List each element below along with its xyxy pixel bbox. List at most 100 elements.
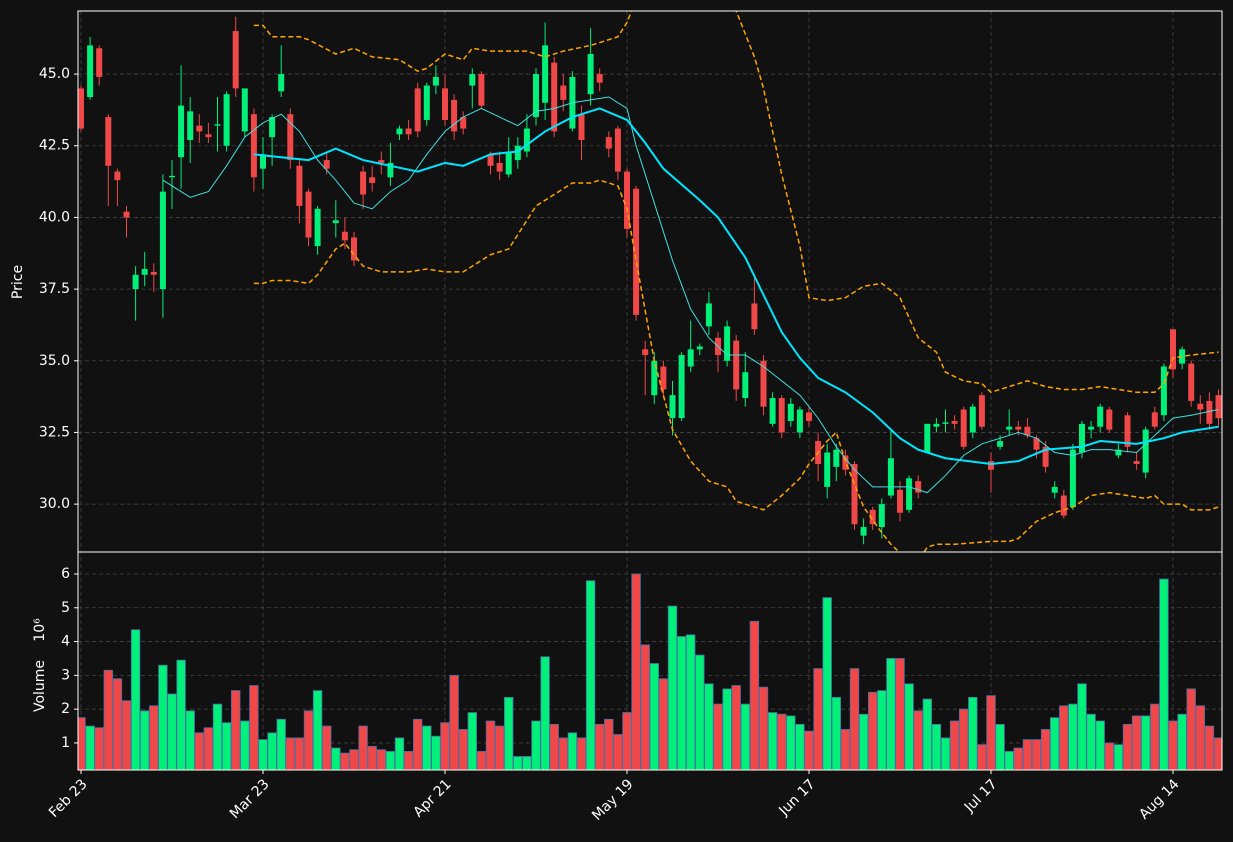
volume-bar — [749, 620, 760, 770]
volume-bar — [312, 690, 323, 770]
volume-bar — [931, 723, 942, 770]
candle-body — [951, 420, 958, 424]
candle-body — [523, 128, 530, 152]
volume-bar — [676, 636, 687, 770]
volume-bar — [303, 710, 314, 770]
volume-bar — [722, 688, 732, 770]
y2-axis-label: Volume — [32, 660, 48, 712]
candle-body — [796, 409, 803, 433]
candle-body — [605, 137, 612, 149]
candle-body — [178, 105, 185, 158]
volume-bar — [777, 713, 787, 770]
volume-bar — [649, 663, 660, 770]
volume-bar — [576, 737, 587, 770]
candle-body — [460, 117, 467, 129]
indicator-lines — [162, 11, 1219, 552]
volume-bar — [1022, 739, 1033, 770]
candle-body — [323, 160, 330, 169]
y-axis-label: Price — [10, 265, 26, 299]
candle-body — [141, 269, 148, 275]
volume-bar — [858, 713, 869, 770]
volume-bar — [786, 715, 796, 770]
y-tick-label: 40.0 — [39, 209, 70, 225]
volume-bar — [758, 686, 769, 770]
y-tick-label: 35.0 — [39, 353, 70, 369]
volume-bar — [949, 720, 960, 770]
volume-bar — [585, 580, 596, 770]
volume-bar — [1159, 578, 1169, 770]
candle-body — [1006, 426, 1013, 430]
candle-body — [487, 154, 494, 166]
volume-bar — [376, 749, 387, 770]
volume-bar — [422, 725, 432, 770]
volume-bar — [130, 629, 141, 770]
candle-body — [924, 423, 931, 453]
candle-body — [642, 349, 649, 356]
candle-body — [678, 355, 685, 419]
candle-body — [988, 461, 994, 470]
candle-body — [878, 504, 885, 528]
candle-body — [842, 455, 849, 470]
y2-tick-label: 4 — [61, 634, 70, 650]
volume-bar — [340, 752, 350, 770]
candle-body — [78, 88, 84, 129]
candle-body — [1170, 329, 1176, 370]
candle-body — [123, 211, 130, 218]
candle-body — [278, 74, 285, 92]
candle-body — [478, 74, 485, 106]
candle-body — [660, 366, 667, 390]
volume-bar — [1186, 688, 1196, 770]
volume-bar — [804, 730, 814, 770]
grid — [74, 11, 1222, 774]
volume-bar — [258, 739, 268, 770]
volume-bar — [686, 634, 696, 770]
volume-bar — [1059, 705, 1069, 770]
volume-bar — [149, 705, 159, 770]
candle-body — [633, 188, 640, 315]
candle-body — [696, 346, 703, 350]
y-tick-label: 30.0 — [39, 496, 70, 512]
volume-bar — [1095, 720, 1105, 770]
volume-bar — [849, 668, 860, 770]
candle-body — [551, 62, 558, 132]
y2-tick-label: 3 — [61, 667, 70, 683]
candle-body — [769, 398, 776, 424]
volume-bar — [485, 720, 496, 770]
y2-tick-label: 5 — [61, 600, 70, 616]
volume-bar — [431, 735, 441, 770]
y2-tick-label: 2 — [61, 701, 70, 717]
volume-bar — [185, 710, 195, 770]
candle-body — [1015, 426, 1022, 430]
candle-body — [933, 423, 940, 427]
volume-bar — [385, 751, 396, 770]
volume-bar — [440, 722, 450, 770]
candle-body — [1033, 438, 1040, 450]
volume-bar — [1204, 725, 1215, 770]
volume-bar — [503, 696, 514, 770]
volume-bar — [1150, 703, 1160, 770]
candle-body — [187, 111, 194, 141]
volume-bar — [522, 756, 532, 770]
candle-body — [1051, 486, 1058, 493]
volume-bar — [640, 644, 650, 770]
volume-bar — [1213, 737, 1222, 770]
volume-bar — [549, 723, 559, 770]
volume-bar — [840, 729, 851, 770]
volume-bar — [367, 745, 377, 770]
candle-body — [505, 151, 512, 175]
candle-body — [496, 162, 503, 172]
volume-bar — [112, 678, 123, 770]
volume-bar — [695, 654, 705, 770]
volume-bar — [276, 718, 286, 770]
candle-body — [724, 326, 731, 361]
volume-bar — [349, 749, 359, 770]
candle-body — [596, 74, 603, 83]
volume-bar — [285, 737, 296, 770]
candle-body — [405, 128, 412, 135]
volume-panel — [78, 573, 1222, 770]
candle-body — [232, 31, 239, 89]
volume-bar — [139, 710, 150, 770]
volume-bar — [467, 712, 478, 770]
candle-body — [824, 452, 831, 487]
